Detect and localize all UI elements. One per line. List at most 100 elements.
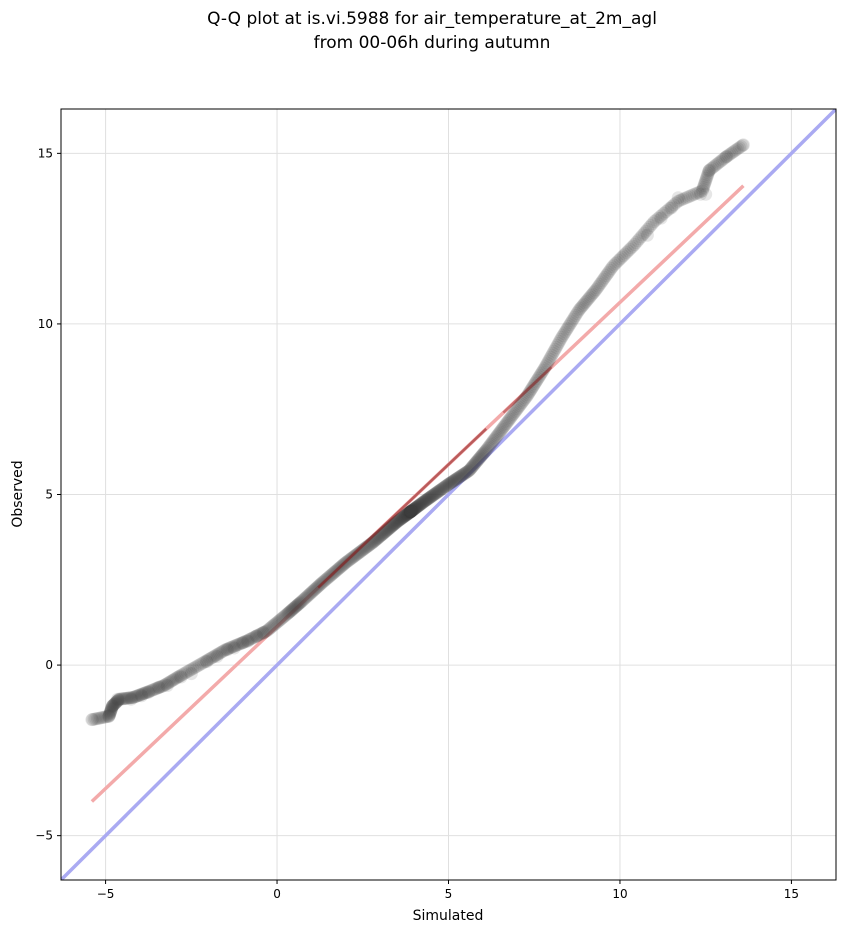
data-point (424, 489, 438, 503)
data-point (579, 294, 593, 308)
data-point (103, 705, 117, 719)
data-point (384, 520, 398, 534)
data-point (546, 346, 560, 360)
data-point (691, 186, 705, 200)
data-point (346, 550, 360, 564)
data-point (441, 478, 455, 492)
data-point (671, 191, 685, 205)
data-point (582, 291, 596, 305)
y-tick-label: 15 (38, 146, 53, 160)
data-point (654, 211, 668, 225)
data-point (125, 691, 139, 705)
data-point (105, 701, 119, 715)
data-point (85, 713, 99, 727)
data-point (406, 503, 420, 517)
data-point (386, 518, 400, 532)
data-point (395, 511, 409, 525)
data-point (714, 154, 728, 168)
data-point (411, 499, 425, 513)
data-point (144, 684, 158, 698)
data-point (419, 494, 433, 508)
data-point (455, 468, 469, 482)
data-point (712, 155, 726, 169)
data-point (399, 508, 413, 522)
data-point (248, 630, 262, 644)
data-point (403, 505, 417, 519)
data-point (632, 232, 646, 246)
data-point (618, 247, 632, 261)
data-point (282, 605, 296, 619)
data-point (279, 608, 293, 622)
data-point (236, 635, 250, 649)
data-point (409, 501, 423, 515)
data-point (387, 518, 401, 532)
data-point (481, 441, 495, 455)
data-point (412, 498, 426, 512)
data-point (702, 163, 716, 177)
data-point (679, 191, 693, 205)
data-point (465, 460, 479, 474)
data-point (404, 504, 418, 518)
data-point (283, 605, 297, 619)
data-point (550, 338, 564, 352)
data-point (529, 375, 543, 389)
data-point (110, 695, 124, 709)
data-point (702, 164, 716, 178)
data-point (399, 508, 413, 522)
data-point (345, 551, 359, 565)
data-point (201, 653, 215, 667)
data-point (158, 678, 172, 692)
data-point (94, 711, 108, 725)
data-point (555, 330, 569, 344)
data-point (478, 445, 492, 459)
data-point (651, 211, 665, 225)
data-point (554, 332, 568, 346)
data-point (118, 691, 132, 705)
data-point (420, 493, 434, 507)
data-point (613, 252, 627, 266)
data-point (132, 688, 146, 702)
data-point (145, 683, 159, 697)
data-point (156, 679, 170, 693)
data-point (353, 545, 367, 559)
data-point (494, 424, 508, 438)
data-point (396, 510, 410, 524)
data-point (402, 506, 416, 520)
data-point (717, 152, 731, 166)
data-point (184, 663, 198, 677)
data-point (294, 595, 308, 609)
data-point (533, 368, 547, 382)
data-point (419, 493, 433, 507)
data-point (457, 467, 471, 481)
data-point (198, 655, 212, 669)
data-point (231, 638, 245, 652)
data-point (624, 241, 638, 255)
data-point (473, 451, 487, 464)
data-point (280, 607, 294, 621)
data-point (641, 222, 655, 236)
data-point (696, 180, 710, 194)
data-point (160, 679, 174, 693)
x-tick-label: 15 (784, 887, 799, 901)
data-point (683, 189, 697, 203)
data-point (484, 437, 498, 451)
data-point (626, 239, 640, 253)
data-point (304, 586, 318, 600)
data-point (585, 287, 599, 301)
data-point (571, 305, 585, 319)
data-point (384, 520, 398, 534)
data-point (397, 509, 411, 523)
data-point (444, 476, 458, 490)
data-point (385, 519, 399, 533)
data-point (581, 293, 594, 307)
data-point (172, 670, 186, 684)
data-point (503, 412, 517, 426)
data-point (417, 494, 431, 508)
data-point (563, 318, 577, 332)
data-point (285, 603, 299, 617)
data-point (395, 511, 409, 525)
data-point (681, 190, 695, 204)
data-point (438, 480, 452, 494)
data-point (706, 160, 720, 174)
data-point (477, 446, 491, 460)
